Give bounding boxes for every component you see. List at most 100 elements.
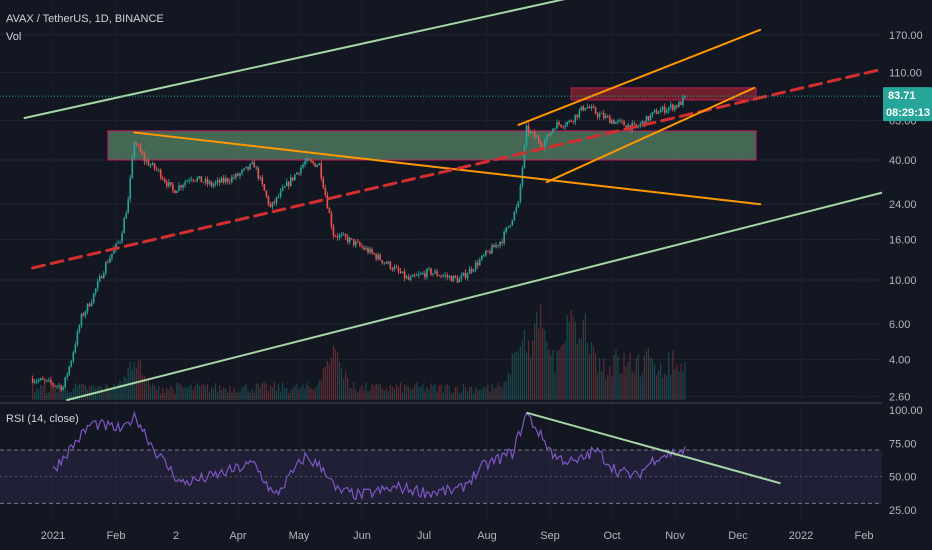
resistance-zone[interactable]	[570, 87, 757, 101]
candle-body	[651, 112, 654, 116]
candle-body	[357, 241, 359, 243]
volume-bar	[292, 387, 294, 400]
candle-body	[231, 176, 233, 182]
price-tag-countdown: 08:29:13	[886, 107, 930, 119]
candle-body	[665, 110, 668, 113]
volume-bar	[267, 391, 270, 400]
volume-bar	[680, 364, 682, 400]
candle-body	[340, 234, 343, 236]
candle-body	[287, 181, 290, 187]
candle-body	[552, 129, 554, 133]
candle-body	[680, 101, 682, 105]
rsi-divergence-line[interactable]	[526, 411, 781, 485]
price-axis[interactable]: 170.00110.0063.0040.0024.0016.0010.006.0…	[889, 30, 923, 404]
volume-bar	[227, 393, 229, 400]
price-tick-label: 6.00	[889, 319, 910, 331]
candle-body	[86, 303, 89, 312]
candle-body	[161, 178, 164, 180]
price-tick-label: 16.00	[889, 234, 917, 246]
candle-body	[352, 239, 355, 246]
volume-bar	[294, 385, 296, 400]
candle-body	[517, 201, 520, 207]
candle-body	[383, 262, 386, 264]
candle-body	[255, 167, 258, 169]
candle-body	[590, 106, 593, 109]
volume-bar	[586, 343, 589, 400]
candle-body	[440, 275, 442, 277]
candle-body	[298, 172, 300, 174]
price-tick-label: 110.00	[889, 67, 922, 79]
candle-body	[70, 361, 73, 367]
candle-body	[125, 213, 127, 219]
candle-body	[448, 276, 451, 277]
candle-body	[655, 110, 658, 114]
volume-bar	[469, 386, 471, 400]
volume-bar	[119, 380, 121, 400]
candle-body	[147, 160, 150, 166]
orange-channel-lower[interactable]	[545, 86, 756, 184]
candle-body	[103, 273, 105, 279]
descending-trendline[interactable]	[133, 131, 762, 206]
candle-body	[222, 177, 225, 183]
volume-bar	[381, 388, 383, 400]
candle-body	[40, 378, 42, 380]
volume-bar	[597, 372, 599, 400]
candle-body	[267, 196, 270, 205]
volume-bar	[147, 379, 150, 400]
candle-body	[60, 385, 62, 391]
candle-body	[407, 276, 410, 280]
volume-bar	[99, 385, 101, 400]
candle-body	[381, 260, 384, 263]
volume-bar	[298, 389, 300, 400]
candle-body	[111, 253, 113, 259]
volume-bar	[340, 368, 343, 400]
volume-bar	[184, 386, 186, 400]
candle-body	[584, 107, 587, 111]
volume-bar	[66, 390, 68, 400]
upper-channel-line[interactable]	[23, 0, 627, 119]
volume-bar	[464, 387, 467, 400]
price-tick-label: 24.00	[889, 199, 917, 211]
orange-channel-upper[interactable]	[517, 28, 762, 126]
volume-bar	[349, 387, 351, 400]
volume-bar	[432, 385, 434, 400]
candle-body	[226, 178, 229, 182]
volume-label[interactable]: Vol	[6, 31, 21, 43]
volume-bar	[475, 387, 477, 400]
volume-bar	[269, 385, 272, 400]
symbol-title[interactable]: AVAX / TetherUS, 1D, BINANCE	[6, 13, 164, 25]
volume-bar	[257, 384, 259, 400]
volume-bar	[440, 384, 442, 400]
candle-body	[326, 195, 329, 209]
time-axis[interactable]: 2021 Feb 2 Apr May Jun Jul Aug Sep Oct Nov Dec 2022 F…	[41, 530, 874, 542]
candle-body	[507, 226, 510, 228]
candle-body	[582, 106, 585, 111]
rsi-pane	[0, 410, 882, 504]
time-tick-label: Feb	[107, 530, 126, 542]
volume-bar	[491, 383, 493, 400]
volume-bar	[558, 349, 560, 400]
volume-bar	[277, 383, 280, 400]
support-zone[interactable]	[107, 130, 757, 161]
volume-bar	[666, 375, 668, 400]
lower-channel-line[interactable]	[66, 185, 912, 401]
candle-body	[159, 169, 162, 179]
candle-body	[405, 276, 408, 279]
volume-bar	[326, 360, 328, 400]
candle-body	[332, 226, 335, 237]
candle-body	[359, 242, 361, 246]
volume-bar	[46, 392, 48, 400]
candle-body	[56, 385, 58, 387]
candle-body	[123, 218, 125, 234]
rsi-label[interactable]: RSI (14, close)	[6, 413, 79, 425]
volume-bar	[395, 384, 398, 400]
volume-bar	[113, 384, 115, 400]
volume-bar	[343, 379, 345, 400]
volume-bar	[176, 382, 178, 400]
volume-bar	[438, 385, 440, 400]
rsi-axis[interactable]: 100.00 75.00 50.00 25.00	[889, 405, 923, 517]
volume-bar	[214, 383, 217, 400]
candle-body	[602, 113, 605, 118]
candle-body	[432, 273, 434, 275]
